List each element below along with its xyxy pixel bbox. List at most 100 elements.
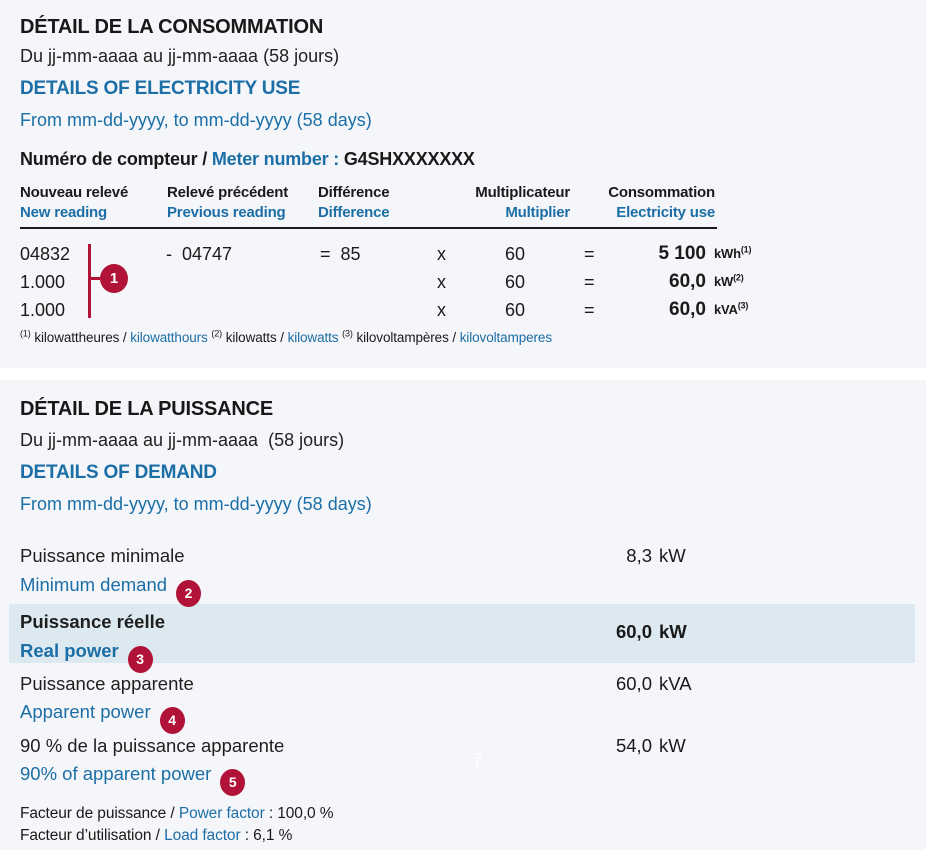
real-power-highlight-row xyxy=(9,604,915,663)
factor-colon: : xyxy=(264,805,278,822)
footnote-marker: (3) xyxy=(342,328,353,339)
footnote-slash: / xyxy=(448,330,460,345)
factor-slash: / xyxy=(166,805,179,822)
label-text: Real power xyxy=(20,640,119,661)
meter-label-fr: Numéro de compteur xyxy=(20,149,198,169)
multiplier-value: 60 xyxy=(504,300,525,320)
col-header-fr: Nouveau relevé xyxy=(20,184,129,201)
real-power-value: 60,0 kW xyxy=(560,620,687,644)
new-reading-value: 1.000 xyxy=(20,272,66,292)
callout-badge-3: 3 xyxy=(127,646,153,673)
load-factor-line: Facteur d’utilisation / Load factor : 6,… xyxy=(20,825,292,847)
unit-footnote-marker: (3) xyxy=(737,300,749,311)
value-number: 8,3 xyxy=(626,545,652,566)
equals-sign: = xyxy=(584,272,595,292)
label-text: 90% of apparent power xyxy=(20,763,212,784)
meter-colon: : xyxy=(328,149,344,169)
value-unit: kVA xyxy=(659,673,692,694)
factor-slash: / xyxy=(151,827,165,844)
electricity-use-unit: kW(2) xyxy=(714,269,744,295)
consumption-title-fr: DÉTAIL DE LA CONSOMMATION xyxy=(20,16,324,38)
ninety-percent-value: 54,0 kW xyxy=(560,734,686,758)
new-reading-value: 1.000 xyxy=(20,300,66,320)
col-header-difference: Différence Difference xyxy=(318,183,390,223)
callout-badge-5: 5 xyxy=(220,769,246,796)
times-sign: x xyxy=(437,244,446,264)
multiplier-value: 60 xyxy=(504,244,525,264)
factor-value: 100,0 % xyxy=(277,805,334,822)
consumption-period-fr: Du jj-mm-aaaa au jj-mm-aaaa (58 jours) xyxy=(20,46,340,66)
real-power-label-fr: Puissance réelle xyxy=(20,611,166,632)
apparent-power-label-fr: Puissance apparente xyxy=(20,673,194,694)
electricity-use-unit: kWh(1) xyxy=(714,241,751,267)
col-header-en: New reading xyxy=(20,204,107,221)
times-sign: x xyxy=(437,300,446,320)
multiplier-value: 60 xyxy=(504,272,525,292)
meter-label-en: Meter number xyxy=(211,149,329,169)
value-unit: kW xyxy=(659,545,686,566)
col-header-en: Difference xyxy=(318,204,390,221)
footnote-en: kilowatts xyxy=(287,330,339,345)
footnote-en: kilovoltamperes xyxy=(459,330,552,345)
meter-number-value: G4SHXXXXXXX xyxy=(343,149,475,169)
callout-badge-4: 4 xyxy=(159,707,185,734)
factor-label-fr: Facteur de puissance xyxy=(20,805,167,822)
footnote-marker: (2) xyxy=(211,328,223,339)
callout-bracket-line xyxy=(88,244,91,318)
unit-footnotes: (1) kilowattheures / kilowatthours (2) k… xyxy=(20,328,552,345)
new-reading-value: 04832 xyxy=(20,244,71,264)
times-sign: x xyxy=(437,272,446,292)
factor-colon: : xyxy=(240,827,254,844)
meter-slash: / xyxy=(197,149,212,169)
label-text: Apparent power xyxy=(20,701,151,722)
demand-title-en: DETAILS OF DEMAND xyxy=(20,462,217,483)
electricity-use-value: 60,0 xyxy=(669,299,706,320)
footnote-fr: kilowattheures xyxy=(34,330,120,345)
value-number: 60,0 xyxy=(615,673,652,694)
electricity-use-value: 5 100 xyxy=(658,243,706,264)
label-text: Minimum demand xyxy=(20,574,168,595)
electricity-use-unit: kVA(3) xyxy=(714,297,748,323)
col-header-fr: Différence xyxy=(318,184,390,201)
factor-value: 6,1 % xyxy=(253,827,293,844)
power-factor-line: Facteur de puissance / Power factor : 10… xyxy=(20,803,334,825)
unit-text: kWh xyxy=(714,246,741,261)
footnote-slash: / xyxy=(119,330,131,345)
demand-title-fr: DÉTAIL DE LA PUISSANCE xyxy=(20,398,274,420)
col-header-fr: Consommation xyxy=(608,184,715,201)
consumption-period-en: From mm-dd-yyyy, to mm-dd-yyyy (58 days) xyxy=(20,110,372,130)
apparent-power-label-en: Apparent power 4 xyxy=(20,700,185,734)
value-number: 60,0 xyxy=(615,621,652,642)
apparent-power-value: 60,0 kVA xyxy=(560,672,692,696)
col-header-previous-reading: Relevé précédent Previous reading xyxy=(167,183,288,223)
callout-badge-2: 2 xyxy=(176,580,202,607)
value-number: 54,0 xyxy=(615,735,652,756)
factor-label-en: Power factor xyxy=(178,805,265,822)
equals-sign: = xyxy=(584,244,595,264)
real-power-label-en: Real power 3 xyxy=(20,639,153,673)
page-number: 7 xyxy=(472,750,484,772)
unit-text: kW xyxy=(714,274,734,289)
callout-bracket-tick xyxy=(91,277,102,280)
col-header-multiplier: Multiplicateur Multiplier xyxy=(430,183,570,223)
col-header-new-reading: Nouveau relevé New reading xyxy=(20,183,128,223)
demand-period-fr: Du jj-mm-aaaa au jj-mm-aaaa (58 jours) xyxy=(20,430,345,450)
equals-sign: = xyxy=(584,300,595,320)
col-header-en: Previous reading xyxy=(167,204,286,221)
callout-badge-1: 1 xyxy=(100,264,128,293)
consumption-title-en: DETAILS OF ELECTRICITY USE xyxy=(20,78,301,99)
factor-label-en: Load factor xyxy=(164,827,241,844)
unit-text: kVA xyxy=(714,302,738,317)
col-header-en: Multiplier xyxy=(505,204,570,221)
meter-number-line: Numéro de compteur / Meter number : G4SH… xyxy=(20,149,475,170)
electricity-use-value: 60,0 xyxy=(669,271,706,292)
demand-period-en: From mm-dd-yyyy, to mm-dd-yyyy (58 days) xyxy=(20,494,372,514)
footnote-fr: kilovoltampères xyxy=(356,330,449,345)
value-unit: kW xyxy=(659,735,686,756)
table-header-rule xyxy=(20,227,717,229)
col-header-fr: Multiplicateur xyxy=(475,184,570,201)
col-header-electricity-use: Consommation Electricity use xyxy=(555,183,715,223)
footnote-marker: (1) xyxy=(20,328,31,339)
ninety-percent-label-en: 90% of apparent power 5 xyxy=(20,762,246,796)
section-divider xyxy=(0,368,926,380)
